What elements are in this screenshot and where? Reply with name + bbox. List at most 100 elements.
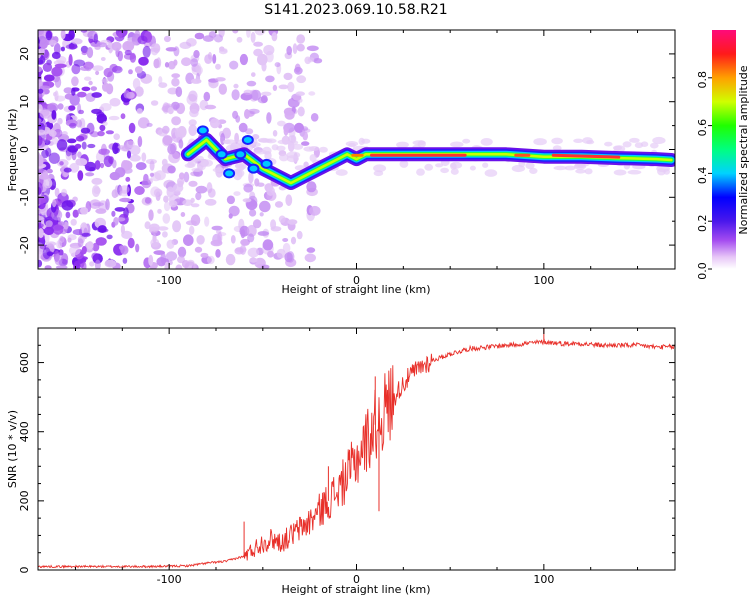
snr-xlabel: Height of straight line (km) <box>281 583 430 596</box>
y-tick-label: 600 <box>18 352 31 373</box>
noise-blob <box>181 57 192 67</box>
noise-blob <box>52 224 64 235</box>
noise-blob <box>72 229 85 236</box>
noise-blob <box>162 213 171 224</box>
noise-blob <box>55 265 68 269</box>
noise-blob <box>89 261 95 267</box>
noise-blob <box>123 90 130 99</box>
snr-line <box>38 338 675 569</box>
noise-blob <box>206 255 215 265</box>
noise-blob <box>308 91 316 96</box>
noise-blob <box>215 77 226 82</box>
noise-blob <box>262 239 274 251</box>
noise-blob <box>284 110 295 120</box>
noise-blob <box>43 177 53 189</box>
noise-blob <box>243 89 253 96</box>
x-tick-label: 0 <box>353 274 360 287</box>
noise-blob <box>242 198 252 203</box>
noise-blob <box>80 127 91 134</box>
noise-blob <box>200 252 209 258</box>
noise-blob <box>194 32 205 40</box>
halo-blob <box>373 164 387 173</box>
noise-blob <box>236 36 243 43</box>
noise-blob <box>285 194 293 206</box>
halo-blob <box>197 162 206 171</box>
noise-blob <box>126 150 132 159</box>
noise-blob <box>188 124 197 136</box>
halo-blob <box>480 138 493 146</box>
noise-blob <box>135 243 140 253</box>
noise-blob <box>259 212 264 217</box>
noise-blob <box>45 220 53 228</box>
noise-blob <box>242 240 250 246</box>
noise-blob <box>167 143 177 155</box>
noise-blob <box>286 45 293 56</box>
noise-blob <box>111 189 119 199</box>
noise-blob <box>119 245 124 251</box>
noise-blob <box>278 84 289 90</box>
halo-blob <box>399 160 409 168</box>
halo-blob <box>235 162 247 170</box>
noise-blob <box>256 182 265 187</box>
noise-blob <box>211 225 223 231</box>
halo-blob <box>650 142 659 149</box>
noise-blob <box>282 238 289 242</box>
x-tick-label: 100 <box>533 274 554 287</box>
noise-blob <box>267 250 274 258</box>
ridge-clump <box>234 149 247 160</box>
noise-blob <box>98 148 110 155</box>
halo-blob <box>584 168 593 175</box>
noise-blob <box>73 59 86 67</box>
noise-blob <box>112 159 117 169</box>
noise-blob <box>296 34 306 44</box>
noise-blob <box>115 217 126 222</box>
noise-blob <box>246 30 251 38</box>
noise-blob <box>167 87 178 95</box>
noise-blob <box>91 252 99 260</box>
noise-blob <box>162 135 173 146</box>
noise-blob <box>38 88 44 94</box>
noise-blob <box>134 66 143 74</box>
ridge-core <box>551 153 621 159</box>
noise-blob <box>72 209 79 218</box>
noise-blob <box>88 80 93 86</box>
noise-blob <box>80 30 88 33</box>
noise-blob <box>94 259 101 269</box>
noise-blob <box>81 86 91 92</box>
noise-blob <box>38 259 43 268</box>
noise-blob <box>135 162 147 171</box>
noise-blob <box>46 168 53 174</box>
noise-blob <box>247 233 255 243</box>
noise-blob <box>239 225 250 237</box>
noise-blob <box>91 177 103 185</box>
snr-line-group <box>38 328 675 569</box>
noise-blob <box>162 231 168 238</box>
noise-blob <box>248 171 254 184</box>
spectrogram-ridge <box>180 125 675 190</box>
noise-blob <box>260 91 272 97</box>
noise-blob <box>146 122 153 127</box>
noise-blob <box>193 50 200 59</box>
halo-blob <box>640 141 649 147</box>
noise-blob <box>292 43 298 55</box>
noise-blob <box>38 223 44 228</box>
noise-blob <box>108 115 120 121</box>
halo-blob <box>450 168 459 175</box>
noise-blob <box>175 264 183 269</box>
halo-blob <box>309 154 317 162</box>
noise-blob <box>276 248 286 259</box>
snr-ylabel: SNR (10 * v/v) <box>6 410 19 488</box>
noise-blob <box>252 219 262 229</box>
noise-blob <box>226 195 235 205</box>
noise-blob <box>129 145 141 156</box>
noise-blob <box>75 135 85 142</box>
noise-blob <box>101 78 109 84</box>
noise-blob <box>111 41 122 51</box>
noise-blob <box>153 58 160 69</box>
halo-blob <box>629 137 640 143</box>
colorbar-tick-label: 0.8 <box>696 71 709 89</box>
noise-blob <box>96 42 107 48</box>
noise-blob <box>178 172 185 180</box>
